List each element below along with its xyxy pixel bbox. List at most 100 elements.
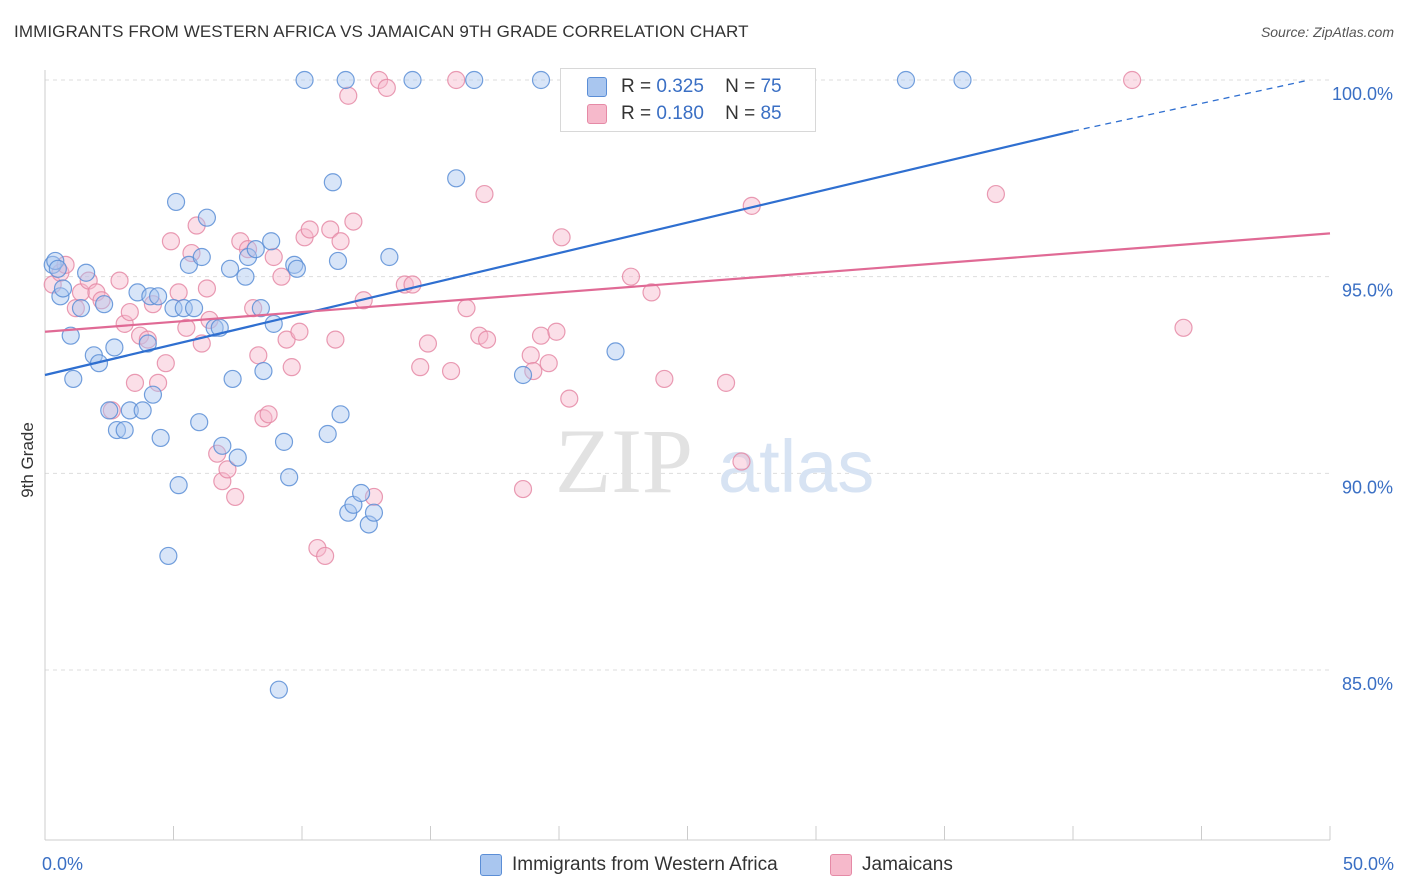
point-western-africa xyxy=(280,468,299,487)
point-jamaicans xyxy=(411,358,430,377)
point-jamaicans xyxy=(1174,318,1193,337)
point-western-africa xyxy=(61,326,80,345)
point-jamaicans xyxy=(403,275,422,294)
point-jamaicans xyxy=(300,220,319,239)
chart-title: IMMIGRANTS FROM WESTERN AFRICA VS JAMAIC… xyxy=(14,22,749,41)
point-jamaicans xyxy=(732,452,751,471)
point-jamaicans xyxy=(169,283,188,302)
axes-layer xyxy=(44,70,1331,841)
point-western-africa xyxy=(896,70,916,90)
point-western-africa xyxy=(323,173,342,192)
legend-swatch-western-africa xyxy=(587,77,607,97)
y-axis-title: 9th Grade xyxy=(18,422,37,498)
x-tick-label: 50.0% xyxy=(1343,854,1394,874)
point-western-africa xyxy=(254,361,273,381)
trend-layer xyxy=(44,79,1331,377)
point-western-africa xyxy=(197,208,217,227)
point-western-africa xyxy=(380,247,399,267)
point-western-africa xyxy=(100,401,119,420)
point-western-africa xyxy=(274,432,294,451)
point-jamaicans xyxy=(264,247,283,267)
point-western-africa xyxy=(364,503,384,522)
point-western-africa xyxy=(465,70,484,90)
point-western-africa xyxy=(151,428,170,448)
legend-r-value: 0.325 xyxy=(656,76,704,97)
point-western-africa xyxy=(138,334,157,353)
point-jamaicans xyxy=(272,267,291,286)
point-jamaicans xyxy=(161,232,181,251)
watermark: ZIP atlas xyxy=(555,410,874,512)
point-western-africa xyxy=(352,483,371,503)
watermark-zip: ZIP xyxy=(555,410,693,512)
point-western-africa xyxy=(174,299,193,318)
point-jamaicans xyxy=(339,86,358,105)
point-jamaicans xyxy=(477,330,497,349)
point-jamaicans xyxy=(986,184,1006,204)
point-western-africa xyxy=(220,259,240,278)
point-western-africa xyxy=(287,259,306,278)
point-jamaicans xyxy=(539,354,558,373)
legend: R = 0.325 N = 75 R = 0.180 N = 85 xyxy=(560,68,816,132)
point-jamaicans xyxy=(447,70,466,90)
point-jamaicans xyxy=(115,314,134,333)
point-jamaicans xyxy=(138,330,157,349)
y-tick-label: 95.0% xyxy=(1342,281,1393,301)
point-jamaicans xyxy=(282,358,301,377)
point-western-africa xyxy=(953,70,972,90)
point-jamaicans xyxy=(125,373,145,392)
bottom-legend-swatch-western-africa xyxy=(480,854,502,876)
point-jamaicans xyxy=(197,279,217,298)
point-jamaicans xyxy=(213,472,232,491)
point-western-africa xyxy=(531,70,551,90)
point-western-africa xyxy=(107,420,127,440)
point-jamaicans xyxy=(218,460,237,479)
point-western-africa xyxy=(228,448,247,467)
point-jamaicans xyxy=(148,373,168,392)
point-western-africa xyxy=(328,251,348,271)
series-jamaicans-points xyxy=(43,70,1193,566)
point-western-africa xyxy=(262,232,281,251)
point-western-africa xyxy=(295,70,314,90)
point-western-africa xyxy=(190,413,209,432)
bottom-legend-label-jamaicans: Jamaicans xyxy=(862,854,953,875)
trendline-western-africa xyxy=(44,130,1074,377)
point-jamaicans xyxy=(177,318,196,337)
point-western-africa xyxy=(318,424,337,444)
point-western-africa xyxy=(143,385,163,404)
y-tick-label: 90.0% xyxy=(1342,477,1393,497)
y-tick-label: 100.0% xyxy=(1332,84,1393,104)
point-western-africa xyxy=(115,420,134,440)
point-jamaicans xyxy=(259,405,278,424)
point-western-africa xyxy=(48,259,67,278)
point-western-africa xyxy=(164,299,183,318)
point-jamaicans xyxy=(331,232,350,251)
point-jamaicans xyxy=(418,334,438,353)
point-western-africa xyxy=(331,405,350,424)
point-jamaicans xyxy=(457,299,476,318)
point-jamaicans xyxy=(316,546,335,566)
point-western-africa xyxy=(246,240,265,259)
point-jamaicans xyxy=(321,220,340,239)
point-jamaicans xyxy=(475,184,494,204)
point-jamaicans xyxy=(249,346,268,365)
legend-r-label: R = xyxy=(621,103,652,124)
point-western-africa xyxy=(403,70,422,90)
point-jamaicans xyxy=(716,373,736,392)
point-western-africa xyxy=(236,267,255,286)
point-western-africa xyxy=(120,401,139,420)
watermark-atlas: atlas xyxy=(718,425,874,508)
point-jamaicans xyxy=(552,228,571,247)
legend-r-label: R = xyxy=(621,76,652,97)
point-jamaicans xyxy=(156,354,175,373)
point-western-africa xyxy=(184,299,204,318)
point-western-africa xyxy=(606,342,625,361)
point-western-africa xyxy=(192,247,211,267)
point-jamaicans xyxy=(110,271,129,290)
point-jamaicans xyxy=(120,302,139,322)
bottom-legend-swatch-jamaicans xyxy=(830,854,852,876)
legend-n-label: N = xyxy=(725,103,756,124)
point-jamaicans xyxy=(1123,70,1142,90)
x-tick-label: 0.0% xyxy=(42,854,83,874)
legend-n-label: N = xyxy=(725,76,756,97)
point-western-africa xyxy=(447,169,466,188)
